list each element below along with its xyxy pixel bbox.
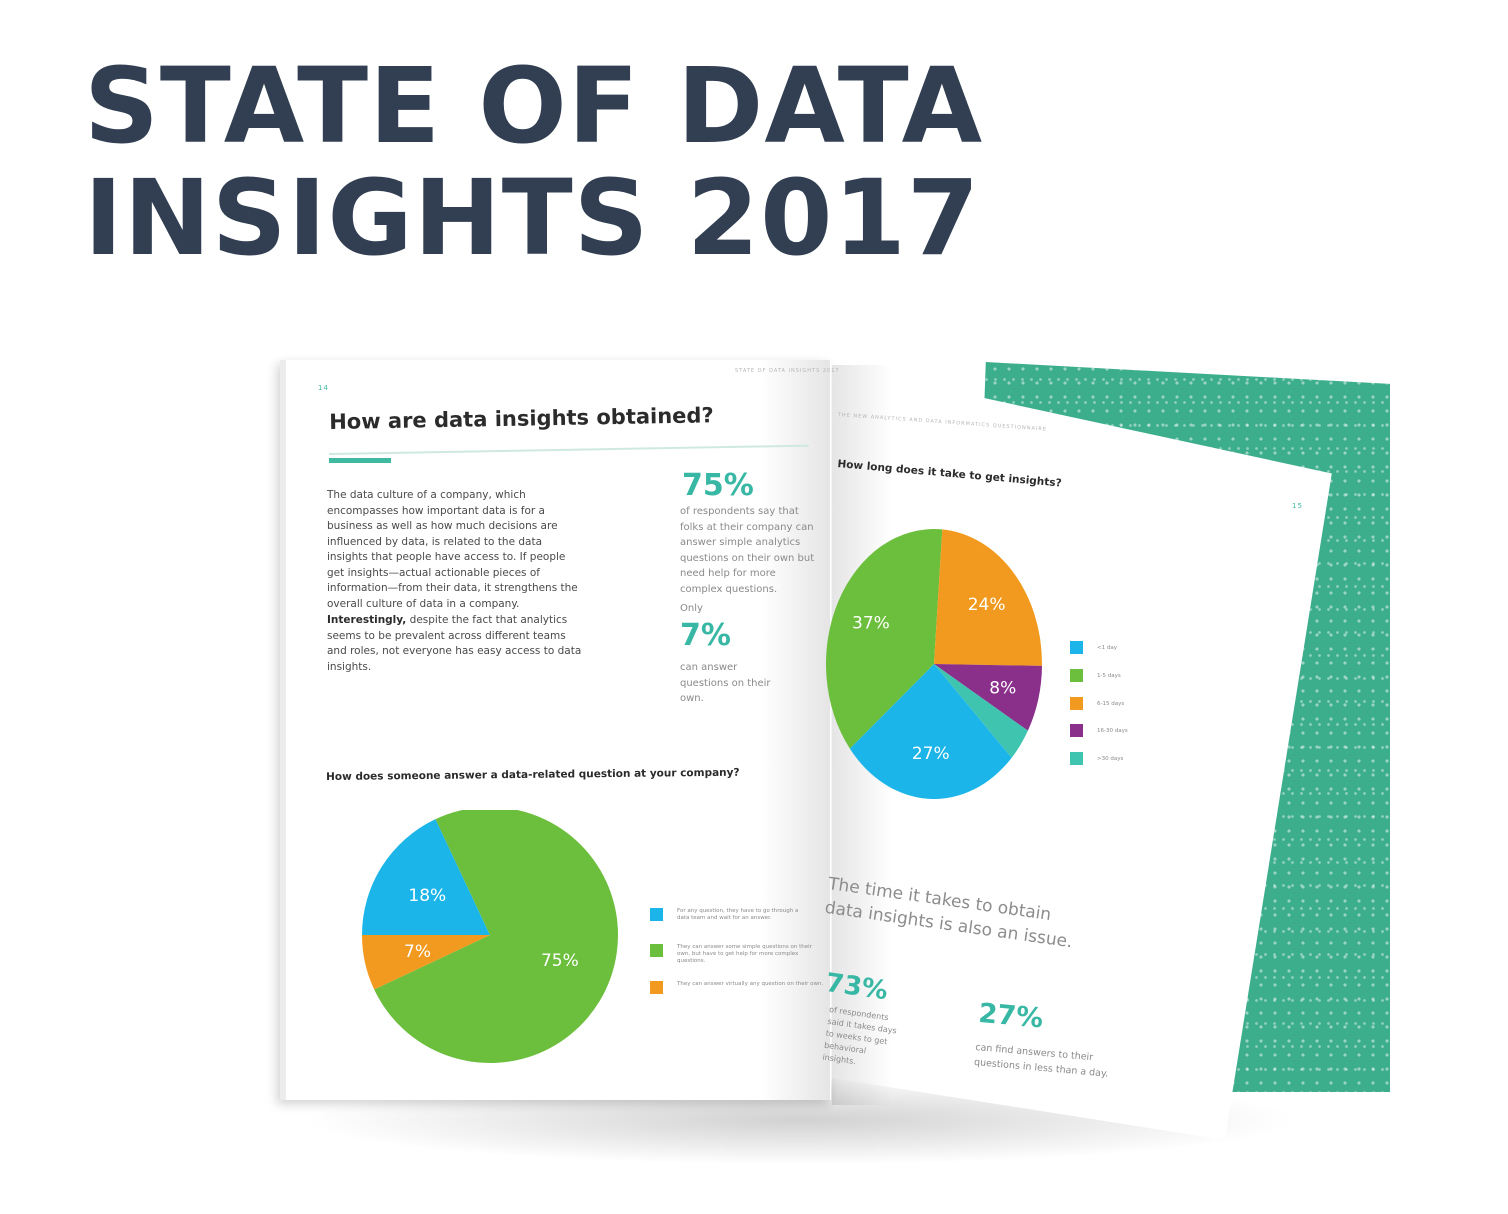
right-legend-item: 16-30 days [1070, 724, 1128, 737]
stat-7-text: can answer questions on their own. [680, 662, 771, 704]
title-rule-accent [329, 458, 391, 463]
stat-27-value: 27% [977, 998, 1045, 1035]
pie-slice [934, 664, 1028, 758]
left-legend-item: For any question, they have to go throug… [650, 908, 812, 922]
left-page-number: 14 [318, 384, 329, 392]
right-legend-item: 1-5 days [1070, 669, 1121, 682]
right-legend-item: 6-15 days [1070, 697, 1124, 710]
legend-swatch [650, 908, 663, 921]
intro-paragraph: The data culture of a company, which enc… [327, 489, 578, 610]
legend-label: 16-30 days [1097, 727, 1128, 734]
stat-7-value: 7% [680, 618, 731, 653]
pie-slice [826, 529, 943, 749]
pie-data-label: 18% [408, 886, 446, 906]
pie-data-label: 24% [968, 595, 1006, 615]
legend-label: 6-15 days [1097, 700, 1125, 707]
second-paragraph-body: despite the fact that analytics seems to… [327, 614, 582, 673]
pie-slice [362, 819, 490, 935]
headline: STATE OF DATA INSIGHTS 2017 [84, 50, 983, 274]
pie-slice [934, 664, 1042, 731]
legend-label: They can answer virtually any question o… [677, 981, 824, 987]
legend-swatch [650, 944, 663, 957]
pie-data-label: 8% [989, 678, 1016, 698]
legend-label: <1 day [1097, 644, 1117, 651]
pie-data-label: 7% [404, 942, 431, 962]
legend-label: >30 days [1097, 755, 1124, 762]
headline-line-2: INSIGHTS 2017 [84, 157, 981, 279]
left-legend-item: They can answer virtually any question o… [650, 981, 827, 994]
pie-data-label: 37% [852, 613, 890, 633]
right-legend-item: >30 days [1070, 752, 1123, 765]
left-running-header: STATE OF DATA INSIGHTS 2017 [735, 368, 840, 374]
stat-73-text: of respondents said it takes days to wee… [821, 1004, 898, 1067]
pie-data-label: 4% [978, 507, 1005, 527]
left-legend-item: They can answer some simple questions on… [650, 944, 812, 965]
pie-slice [934, 529, 1042, 666]
second-paragraph: Interestingly, despite the fact that ana… [327, 613, 583, 675]
stat-75-value: 75% [682, 468, 754, 503]
legend-swatch [1070, 697, 1083, 710]
pie-slice [362, 935, 490, 990]
legend-swatch [1070, 669, 1083, 682]
time-to-insight-pie-chart: 27% 37% 24% 8% 4% [826, 507, 1042, 799]
right-legend-item: <1 day [1070, 641, 1117, 654]
headline-line-1: STATE OF DATA [84, 45, 984, 167]
stat-75-text: of respondents say that folks at their c… [680, 506, 815, 595]
stat-7-prefix: Only [680, 603, 703, 614]
left-page-gutter [760, 360, 830, 1100]
legend-swatch [650, 981, 663, 994]
legend-swatch [1070, 752, 1083, 765]
pie-data-label: 27% [912, 744, 950, 764]
pie-slice [849, 664, 1012, 799]
pie-data-label: 75% [541, 951, 579, 971]
legend-label: 1-5 days [1097, 672, 1121, 679]
right-page-number: 15 [1292, 502, 1303, 510]
legend-label: For any question, they have to go throug… [677, 908, 799, 921]
second-paragraph-lead: Interestingly, [327, 614, 407, 626]
answer-method-pie-chart: 18% 75% 7% [362, 810, 618, 1063]
legend-swatch [1070, 641, 1083, 654]
pie-slice [374, 810, 618, 1063]
legend-label: They can answer some simple questions on… [677, 944, 812, 964]
legend-swatch [1070, 724, 1083, 737]
